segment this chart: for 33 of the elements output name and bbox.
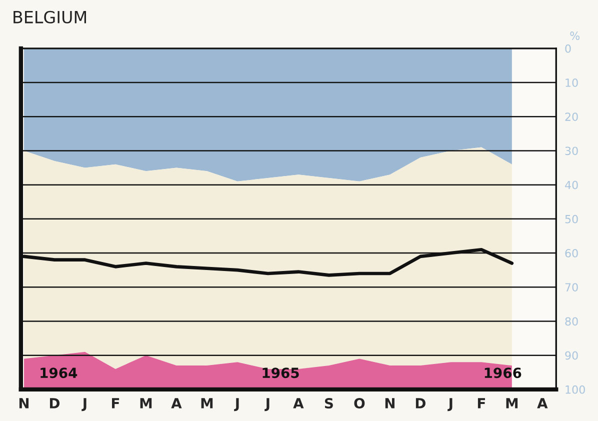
x-tick-label: F [478, 398, 485, 408]
x-tick-label: F [112, 398, 120, 408]
y-tick-label: 60 [565, 248, 578, 258]
y-tick-label: 50 [565, 214, 578, 224]
x-tick-label: A [171, 398, 182, 408]
x-tick-label: J [448, 398, 452, 412]
y-tick-label: 80 [565, 317, 578, 326]
y-axis-title: % [570, 32, 580, 40]
chart-title: BELGIUM [14, 10, 86, 24]
x-tick-label: A [537, 398, 548, 408]
x-tick-label: N [19, 398, 29, 408]
annotation: 1965 [262, 368, 299, 378]
x-tick-label: S [324, 398, 333, 409]
x-tick-label: J [234, 398, 239, 412]
x-tick-label: D [416, 398, 426, 408]
x-tick-label: D [50, 398, 60, 408]
y-tick-label: 10 [566, 78, 578, 87]
y-tick-label: 0 [565, 44, 571, 53]
x-tick-label: M [201, 398, 213, 408]
x-tick-label: O [354, 398, 365, 409]
x-tick-label: A [293, 398, 304, 408]
x-tick-label: J [82, 398, 86, 412]
x-tick-label: M [506, 398, 518, 408]
annotation: 1964 [40, 368, 78, 378]
y-tick-label: 90 [565, 351, 578, 360]
y-tick-label: 70 [565, 283, 578, 292]
y-tick-label: 20 [565, 112, 578, 121]
y-tick-label: 30 [565, 146, 578, 156]
y-tick-label: 100 [566, 385, 585, 394]
x-tick-label: N [385, 398, 394, 408]
x-tick-label: J [264, 398, 270, 412]
x-tick-label: M [140, 398, 152, 408]
y-tick-label: 40 [565, 180, 578, 190]
